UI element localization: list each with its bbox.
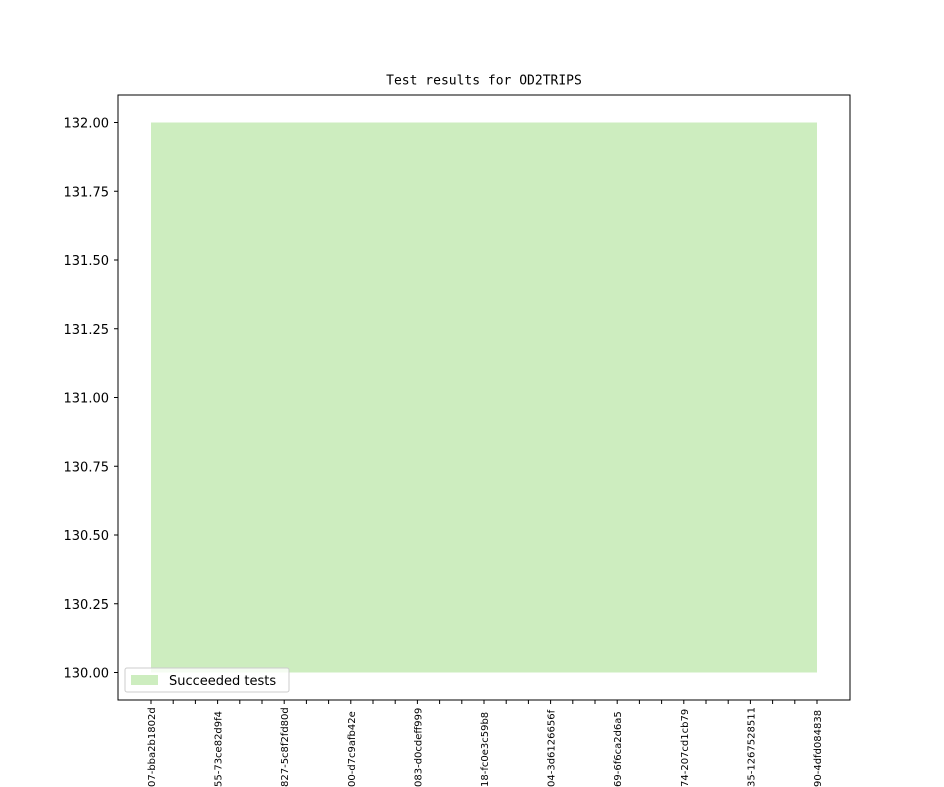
y-tick-label: 131.50	[64, 254, 110, 269]
x-tick-label: 18-fc0e3c59b8	[480, 712, 491, 787]
chart-title: Test results for OD2TRIPS	[386, 74, 582, 89]
x-tick-label: 827-5c8f2fd80d	[280, 707, 291, 787]
area	[151, 122, 817, 673]
y-tick-label: 130.25	[64, 598, 110, 613]
y-tick-label: 132.00	[64, 117, 110, 132]
y-tick-label: 130.00	[64, 667, 110, 682]
x-tick-label: 07-bba2b1802d	[147, 707, 158, 787]
legend-label: Succeeded tests	[169, 674, 276, 689]
x-tick-label: 083-d0cdeff999	[413, 708, 424, 787]
legend-box	[124, 667, 290, 693]
x-tick-label: 00-d7c9afb42e	[347, 711, 358, 787]
y-tick-label: 131.00	[64, 392, 110, 407]
x-tick-label: 74-207cd1cb79	[680, 709, 691, 787]
legend: Succeeded tests	[124, 667, 290, 693]
y-tick-label: 131.75	[64, 185, 110, 200]
y-tick-label: 131.25	[64, 323, 110, 338]
x-tick-label: 55-73ce82d9f4	[214, 711, 225, 787]
x-tick-label: 69-6f6ca2d6a5	[613, 711, 624, 787]
x-tick-label: 35-1267528511	[746, 707, 757, 787]
y-tick-label: 130.75	[64, 460, 110, 475]
legend-swatch	[131, 675, 158, 685]
y-tick-label: 130.50	[64, 529, 110, 544]
x-tick-label: 90-4dfd084838	[813, 710, 824, 787]
x-tick-label: 04-3d6126656f	[547, 709, 558, 787]
